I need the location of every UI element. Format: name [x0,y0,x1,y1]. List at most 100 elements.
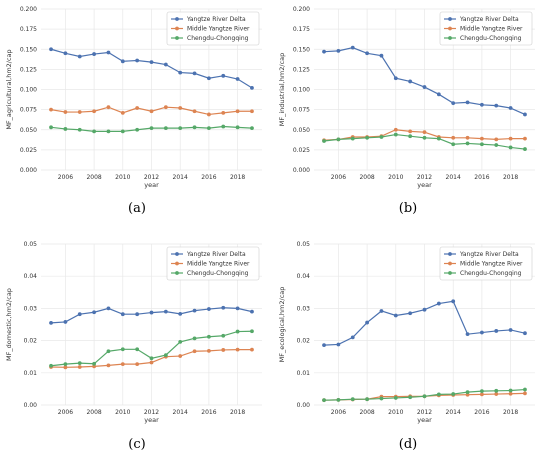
y-tick-label: 0.100 [293,87,310,94]
y-tick-label: 0.175 [20,26,37,33]
legend-swatch-marker-myr [175,261,179,266]
data-point-cc [221,124,226,129]
data-point-myr [192,109,197,114]
data-point-yrd [135,58,140,63]
y-tick-label: 0.000 [20,167,37,174]
legend-label-myr: Middle Yangtze River [187,26,250,33]
legend-swatch-marker-yrd [175,17,179,21]
y-tick-label: 0.200 [293,6,310,13]
y-tick-label: 0.125 [20,66,37,73]
data-point-cc [508,388,513,393]
data-point-yrd [465,100,470,105]
data-point-myr [250,347,254,352]
data-point-yrd [322,343,326,348]
data-point-yrd [350,45,355,50]
data-point-cc [207,126,211,131]
y-tick-label: 0.050 [20,127,37,134]
legend-swatch-marker-yrd [448,252,452,256]
data-point-myr [422,130,427,135]
data-point-yrd [379,309,384,313]
data-point-yrd [336,48,341,53]
data-point-cc [379,396,384,401]
legend-swatch-marker-cc [175,36,179,40]
data-point-cc [77,361,82,366]
data-point-yrd [178,311,183,316]
legend-swatch-marker-myr [175,26,179,31]
x-tick-label: 2010 [115,174,130,181]
data-point-yrd [49,320,53,325]
data-point-myr [480,136,484,141]
legend-label-cc: Chengdu-Chongqing [460,270,522,277]
y-tick-label: 0.05 [24,241,38,248]
data-point-myr [77,110,82,114]
legend-swatch-marker-myr [448,261,452,266]
legend-label-cc: Chengdu-Chongqing [187,35,249,42]
legend-swatch-marker-cc [448,271,452,275]
legend-box [166,246,260,281]
legend-label-myr: Middle Yangtze River [460,261,523,268]
legend-label-myr: Middle Yangtze River [460,26,523,33]
legend-swatch-marker-myr [448,26,452,31]
data-point-cc [480,389,484,394]
data-point-myr [178,106,183,110]
x-tick-label: 2018 [230,174,245,181]
data-point-yrd [77,312,82,317]
data-point-yrd [106,50,111,55]
data-point-yrd [250,85,254,90]
data-point-cc [135,347,140,352]
data-point-yrd [393,313,398,318]
data-point-myr [508,136,513,141]
data-point-cc [494,143,499,147]
data-point-myr [149,109,154,114]
data-point-myr [92,109,96,114]
data-point-yrd [192,308,197,313]
data-point-myr [192,349,197,354]
data-point-cc [149,126,154,131]
data-point-cc [250,329,254,334]
data-point-yrd [422,85,427,89]
data-point-cc [436,136,441,141]
data-point-cc [120,129,125,134]
data-point-yrd [235,306,240,311]
data-point-yrd [149,310,154,315]
data-point-myr [207,349,211,353]
y-tick-label: 0.025 [20,147,37,154]
data-point-yrd [365,51,369,56]
data-point-yrd [408,79,413,84]
data-point-yrd [408,311,413,316]
data-point-cc [322,398,326,403]
y-tick-label: 0.01 [297,370,311,377]
data-point-myr [77,365,82,369]
panel-label: (c) [128,437,145,452]
data-point-cc [192,336,197,341]
data-point-cc [451,142,456,147]
legend-swatch-marker-cc [448,36,452,40]
x-tick-label: 2008 [359,174,374,181]
x-tick-label: 2014 [446,174,461,181]
data-point-yrd [250,309,254,314]
y-tick-label: 0.150 [20,46,37,53]
data-point-cc [92,129,96,134]
x-tick-label: 2016 [474,174,489,181]
x-tick-label: 2010 [388,174,403,181]
legend-label-yrd: Yangtze River Delta [459,251,519,258]
data-point-cc [207,334,211,339]
data-point-cc [120,347,125,352]
data-point-myr [120,110,125,115]
y-tick-label: 0.04 [24,273,38,280]
legend-label-cc: Chengdu-Chongqing [460,35,522,42]
legend: Yangtze River Delta Middle Yangtze River C… [166,246,260,281]
data-point-myr [523,391,527,396]
x-axis-title: year [144,416,159,424]
data-point-cc [494,388,499,393]
x-axis-title: year [417,181,432,189]
data-point-yrd [451,101,456,106]
data-point-yrd [135,312,140,317]
legend-label-myr: Middle Yangtze River [187,261,250,268]
y-tick-label: 0.050 [293,127,310,134]
data-point-myr [250,109,254,114]
y-tick-label: 0.00 [24,402,38,409]
data-point-myr [163,105,168,110]
data-point-cc [408,395,413,400]
data-point-yrd [120,312,125,317]
